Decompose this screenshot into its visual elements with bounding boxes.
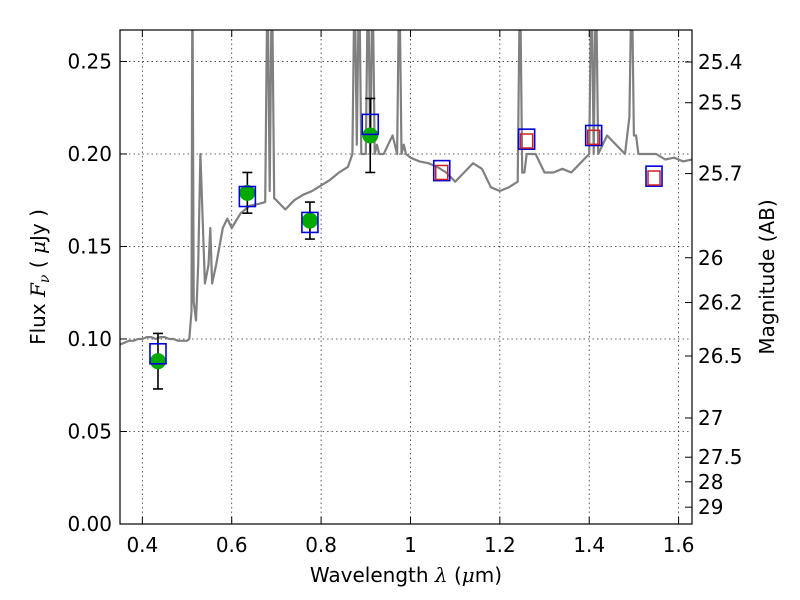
plot-frame (119, 29, 693, 525)
y2-tick-label: 26.5 (698, 344, 743, 368)
synthetic-photometry-square (586, 129, 601, 146)
synthetic-photometry-square (647, 170, 661, 186)
y-axis-label: Flux Fν ( μJy ) (26, 209, 53, 345)
x-tick-label: 1.4 (573, 533, 605, 557)
model-spectrum-line (120, 30, 692, 346)
measured-point (301, 212, 318, 229)
y2-tick-label: 25.7 (698, 162, 743, 186)
model-photometry-square (301, 211, 319, 234)
x-tick-label: 1 (404, 533, 417, 557)
x-tick-label: 1.2 (484, 533, 516, 557)
y-tick-label: 0.10 (67, 327, 112, 351)
model-photometry-square (517, 128, 536, 150)
x-tick-label: 0.8 (305, 533, 337, 557)
y-tick-label: 0.25 (67, 49, 112, 73)
y2-tick-label: 27 (698, 406, 723, 430)
model-photometry-square (238, 185, 257, 208)
y2-axis-label: Magnitude (AB) (755, 199, 779, 354)
data-markers (149, 97, 663, 390)
y-tick-label: 0.05 (67, 419, 112, 443)
y2-tick-label: 26.2 (698, 291, 743, 315)
y2-tick-label: 26 (698, 246, 723, 270)
x-tick-label: 1.6 (663, 533, 695, 557)
y-tick-label: 0.20 (67, 142, 112, 166)
y2-tick-label: 25.4 (698, 50, 743, 74)
model-photometry-square (149, 342, 167, 365)
model-photometry-square (584, 124, 603, 147)
y2-tick-label: 25.5 (698, 91, 743, 115)
synthetic-photometry-square (435, 164, 449, 181)
y2-tick-label: 27.5 (698, 445, 743, 469)
x-axis-label: Wavelength λ (μm) (310, 563, 502, 587)
y2-tick-label: 29 (698, 495, 723, 519)
x-tick-label: 0.4 (126, 533, 158, 557)
measured-point (149, 353, 166, 370)
model-photometry-square (361, 113, 380, 136)
x-tick-label: 0.6 (216, 533, 248, 557)
synthetic-photometry-square (519, 133, 534, 149)
y-tick-label: 0.15 (67, 234, 112, 258)
model-photometry-square (432, 159, 451, 182)
measured-point (362, 127, 379, 144)
model-photometry-square (645, 165, 663, 187)
measured-point (239, 184, 256, 201)
axis-ticks: 0.4 0.6 0.8 1 1.2 1.4 1.6 0.00 0.05 0.10 0.15 0.20 0… (67, 30, 743, 557)
y-tick-label: 0.00 (67, 512, 112, 536)
y2-tick-label: 28 (698, 470, 723, 494)
